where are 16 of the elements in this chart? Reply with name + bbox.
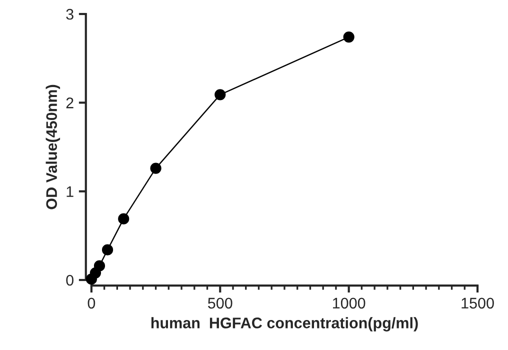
point	[343, 31, 354, 43]
point	[102, 244, 114, 256]
x-tick-label: 500	[208, 298, 232, 309]
x-axis-title: human HGFAC concentration(pg/ml)	[151, 317, 418, 332]
y-axis-title: OD Value(450nm)	[46, 84, 60, 210]
x-tick-label: 0	[88, 298, 96, 309]
y-tick-label: 1	[66, 186, 74, 197]
point	[118, 213, 130, 224]
y-tick-label: 0	[66, 274, 74, 286]
point	[94, 260, 106, 272]
x-tick-label: 1000	[333, 298, 366, 309]
point	[150, 162, 162, 174]
y-tick-label: 2	[66, 98, 74, 108]
y-tick-label: 3	[66, 8, 74, 20]
point	[214, 89, 226, 100]
x-tick-label: 1500	[462, 298, 494, 309]
